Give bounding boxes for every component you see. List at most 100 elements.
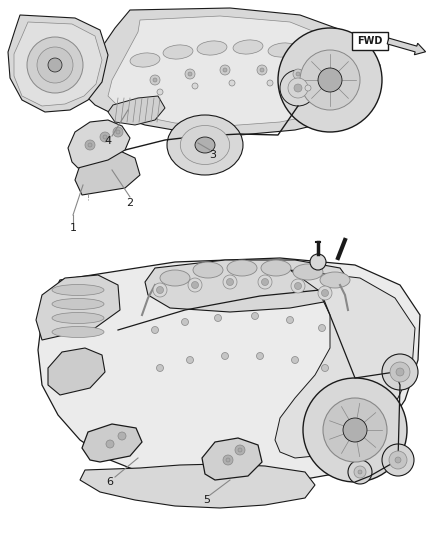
Circle shape bbox=[223, 275, 237, 289]
Circle shape bbox=[288, 78, 308, 98]
Circle shape bbox=[238, 448, 242, 452]
Ellipse shape bbox=[163, 45, 193, 59]
Ellipse shape bbox=[227, 260, 257, 276]
Circle shape bbox=[293, 69, 303, 79]
Ellipse shape bbox=[261, 260, 291, 276]
Circle shape bbox=[323, 398, 387, 462]
Circle shape bbox=[318, 68, 342, 92]
Circle shape bbox=[223, 68, 227, 72]
Circle shape bbox=[343, 418, 367, 442]
Circle shape bbox=[296, 72, 300, 76]
Circle shape bbox=[229, 80, 235, 86]
Circle shape bbox=[328, 80, 332, 84]
Circle shape bbox=[150, 75, 160, 85]
Circle shape bbox=[310, 254, 326, 270]
Circle shape bbox=[300, 50, 360, 110]
Ellipse shape bbox=[195, 137, 215, 153]
Polygon shape bbox=[108, 16, 365, 126]
Circle shape bbox=[156, 287, 163, 294]
Circle shape bbox=[382, 444, 414, 476]
Text: 5: 5 bbox=[204, 495, 211, 505]
Circle shape bbox=[292, 357, 299, 364]
Circle shape bbox=[260, 68, 264, 72]
Circle shape bbox=[226, 279, 233, 286]
Circle shape bbox=[100, 132, 110, 142]
Circle shape bbox=[278, 28, 382, 132]
Ellipse shape bbox=[300, 51, 330, 65]
Circle shape bbox=[181, 319, 188, 326]
Circle shape bbox=[389, 451, 407, 469]
Circle shape bbox=[321, 365, 328, 372]
Circle shape bbox=[251, 312, 258, 319]
Circle shape bbox=[113, 127, 123, 137]
Text: 3: 3 bbox=[209, 150, 216, 160]
Polygon shape bbox=[80, 464, 315, 508]
Circle shape bbox=[358, 470, 362, 474]
Circle shape bbox=[267, 80, 273, 86]
Circle shape bbox=[215, 314, 222, 321]
Circle shape bbox=[188, 72, 192, 76]
Polygon shape bbox=[145, 260, 350, 312]
Circle shape bbox=[187, 357, 194, 364]
Circle shape bbox=[382, 354, 418, 390]
Circle shape bbox=[305, 85, 311, 91]
Circle shape bbox=[318, 325, 325, 332]
Circle shape bbox=[192, 83, 198, 89]
Polygon shape bbox=[48, 348, 105, 395]
Circle shape bbox=[325, 77, 335, 87]
Polygon shape bbox=[75, 150, 140, 195]
Polygon shape bbox=[85, 8, 380, 135]
Ellipse shape bbox=[293, 264, 323, 280]
Polygon shape bbox=[38, 258, 420, 483]
Circle shape bbox=[191, 281, 198, 288]
Circle shape bbox=[156, 365, 163, 372]
Circle shape bbox=[103, 135, 107, 139]
Circle shape bbox=[185, 69, 195, 79]
Ellipse shape bbox=[52, 298, 104, 310]
Ellipse shape bbox=[197, 41, 227, 55]
Text: 6: 6 bbox=[106, 477, 113, 487]
Ellipse shape bbox=[167, 115, 243, 175]
FancyArrow shape bbox=[387, 38, 426, 55]
Circle shape bbox=[235, 445, 245, 455]
Circle shape bbox=[48, 58, 62, 72]
Polygon shape bbox=[36, 275, 120, 340]
Circle shape bbox=[318, 286, 332, 300]
Circle shape bbox=[188, 278, 202, 292]
Circle shape bbox=[116, 130, 120, 134]
Circle shape bbox=[37, 47, 73, 83]
Ellipse shape bbox=[193, 262, 223, 278]
Polygon shape bbox=[8, 15, 108, 112]
Circle shape bbox=[286, 317, 293, 324]
Circle shape bbox=[153, 283, 167, 297]
Ellipse shape bbox=[320, 272, 350, 288]
FancyBboxPatch shape bbox=[352, 32, 388, 50]
Circle shape bbox=[390, 362, 410, 382]
Circle shape bbox=[152, 327, 159, 334]
Circle shape bbox=[280, 70, 316, 106]
Circle shape bbox=[88, 143, 92, 147]
Ellipse shape bbox=[130, 53, 160, 67]
Circle shape bbox=[226, 458, 230, 462]
Circle shape bbox=[321, 289, 328, 296]
Circle shape bbox=[106, 440, 114, 448]
Circle shape bbox=[220, 65, 230, 75]
Text: 4: 4 bbox=[104, 136, 112, 146]
Circle shape bbox=[294, 84, 302, 92]
Ellipse shape bbox=[180, 125, 230, 165]
Circle shape bbox=[294, 282, 301, 289]
Circle shape bbox=[354, 466, 366, 478]
Circle shape bbox=[27, 37, 83, 93]
Circle shape bbox=[222, 352, 229, 359]
Circle shape bbox=[257, 65, 267, 75]
Circle shape bbox=[257, 352, 264, 359]
Ellipse shape bbox=[52, 312, 104, 324]
Circle shape bbox=[85, 140, 95, 150]
Circle shape bbox=[118, 432, 126, 440]
Polygon shape bbox=[82, 424, 142, 462]
Circle shape bbox=[258, 275, 272, 289]
Polygon shape bbox=[68, 120, 130, 168]
Circle shape bbox=[291, 279, 305, 293]
Circle shape bbox=[153, 78, 157, 82]
Circle shape bbox=[303, 378, 407, 482]
